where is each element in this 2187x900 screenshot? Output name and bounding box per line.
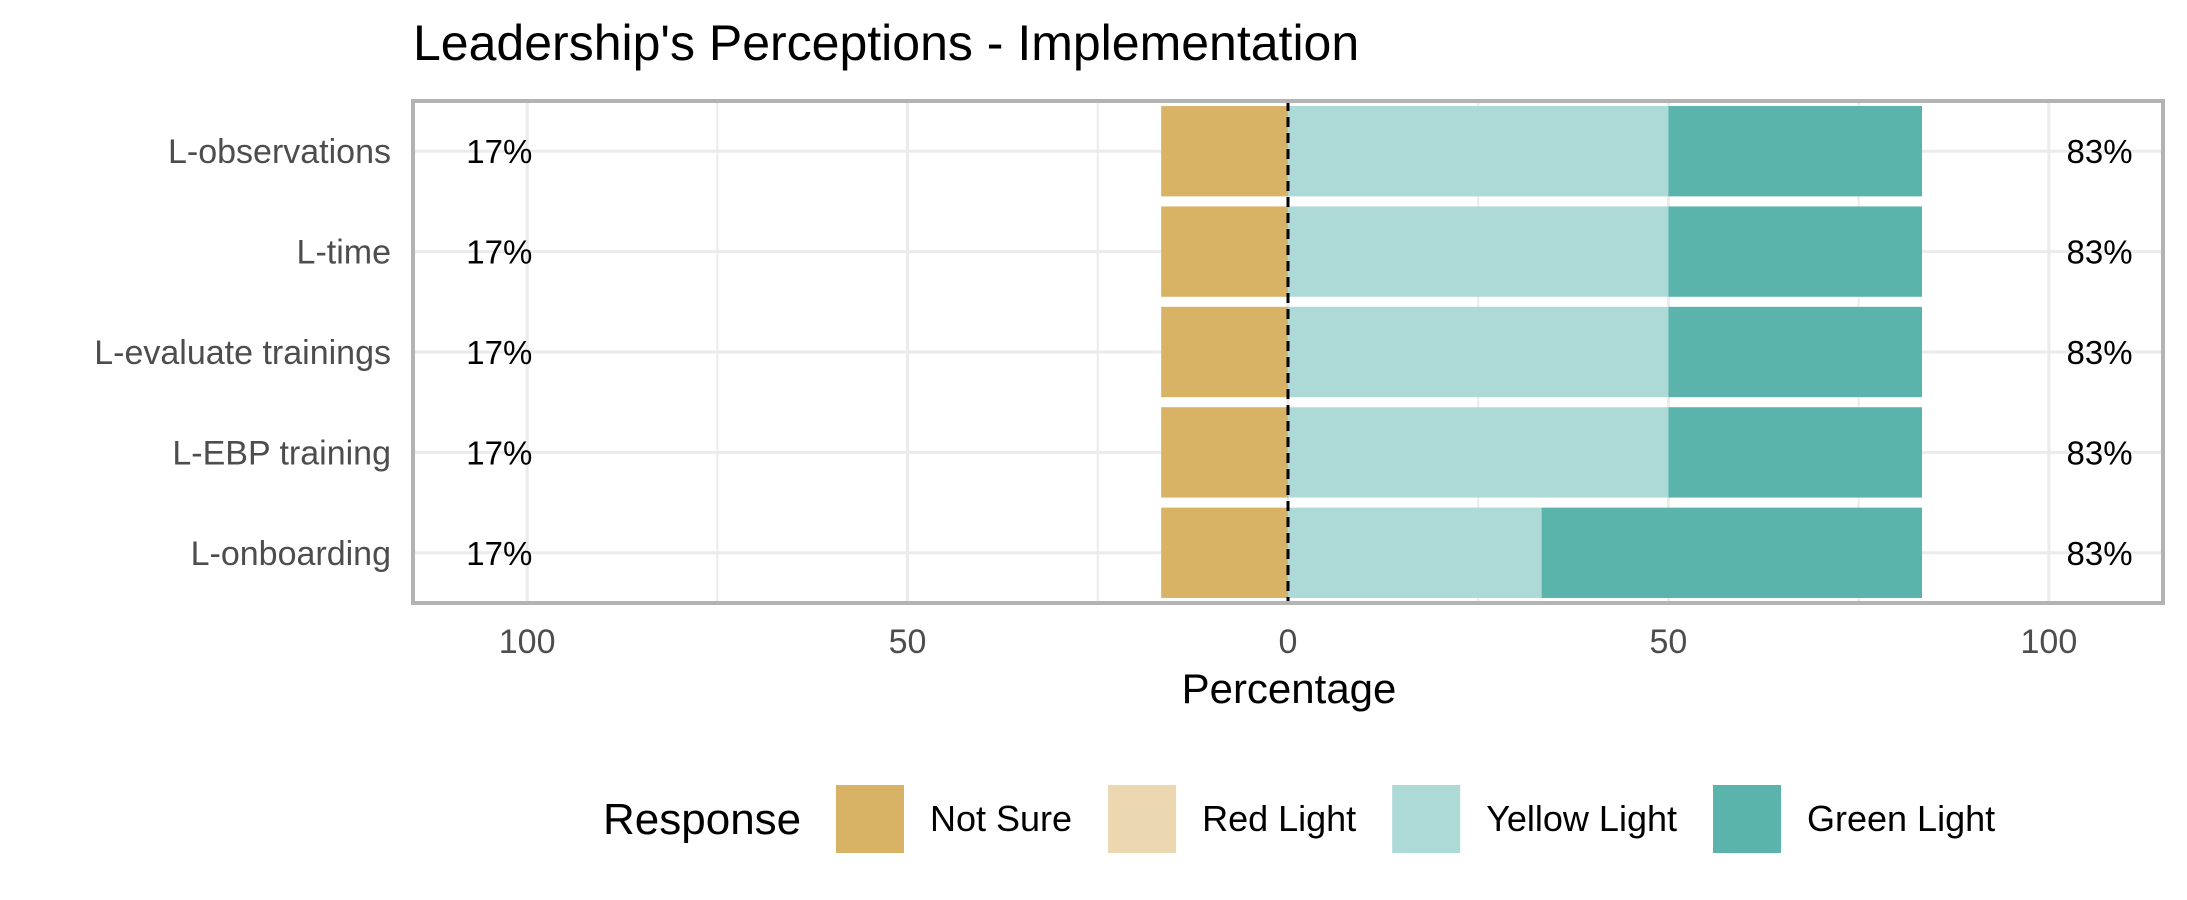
left-percent-label: 17% — [466, 234, 532, 271]
x-axis-tick-labels: 100 50 0 50 100 — [499, 623, 2077, 661]
plot-area: L-observations L-time L-evaluate trainings… — [94, 99, 2165, 661]
left-percent-label: 17% — [466, 133, 532, 170]
legend-label: Red Light — [1202, 798, 1356, 839]
legend-swatch — [1711, 783, 1783, 855]
legend: Response Not Sure Red Light Yellow Light Gr… — [603, 783, 1995, 855]
bar-segment — [1288, 106, 1669, 197]
category-label: L-onboarding — [191, 535, 391, 573]
category-label: L-evaluate trainings — [94, 334, 391, 372]
bar-segment — [1288, 306, 1669, 398]
bar-segment — [1288, 407, 1669, 498]
bar-segment — [1161, 407, 1288, 498]
bar-segment — [1161, 206, 1288, 297]
bar-segment — [1288, 206, 1669, 297]
bar-segment — [1668, 206, 1923, 297]
category-label: L-EBP training — [172, 434, 391, 472]
x-tick-label: 50 — [1650, 623, 1688, 661]
bar-segment — [1161, 106, 1288, 197]
category-label: L-observations — [168, 133, 391, 171]
bar-segment — [1541, 507, 1923, 598]
right-percent-label: 83% — [2067, 133, 2133, 170]
chart-title: Leadership's Perceptions - Implementatio… — [413, 15, 1359, 71]
bar-segment — [1668, 306, 1923, 398]
x-axis-title: Percentage — [1182, 665, 1397, 712]
legend-swatch — [1106, 783, 1179, 855]
bar-segment — [1288, 507, 1542, 598]
x-tick-label: 100 — [499, 623, 556, 661]
legend-swatch — [834, 783, 906, 855]
bar-segment — [1668, 106, 1923, 197]
legend-title: Response — [603, 795, 801, 844]
x-tick-label: 100 — [2021, 623, 2078, 661]
legend-label: Yellow Light — [1486, 798, 1677, 839]
category-label: L-time — [297, 234, 391, 272]
right-percent-label: 83% — [2067, 434, 2133, 471]
x-tick-label: 50 — [889, 623, 927, 661]
right-percent-label: 83% — [2067, 535, 2133, 572]
bars — [1161, 106, 1923, 598]
legend-swatch — [1390, 783, 1463, 855]
percent-labels: 17% 17% 17% 17% 17% 83% 83% 83% 83% 83% — [466, 133, 2132, 572]
left-percent-label: 17% — [466, 535, 532, 572]
right-percent-label: 83% — [2067, 334, 2133, 371]
left-percent-label: 17% — [466, 434, 532, 471]
bar-segment — [1161, 507, 1288, 598]
legend-label: Not Sure — [930, 798, 1072, 839]
right-percent-label: 83% — [2067, 234, 2133, 271]
legend-items: Not Sure Red Light Yellow Light Green Light — [834, 783, 1995, 855]
legend-label: Green Light — [1807, 798, 1995, 839]
y-axis-category-labels: L-observations L-time L-evaluate trainings… — [94, 133, 391, 573]
left-percent-label: 17% — [466, 334, 532, 371]
bar-segment — [1668, 407, 1923, 498]
panel-border — [411, 99, 2165, 605]
x-tick-label: 0 — [1279, 623, 1298, 661]
bar-segment — [1161, 306, 1288, 398]
